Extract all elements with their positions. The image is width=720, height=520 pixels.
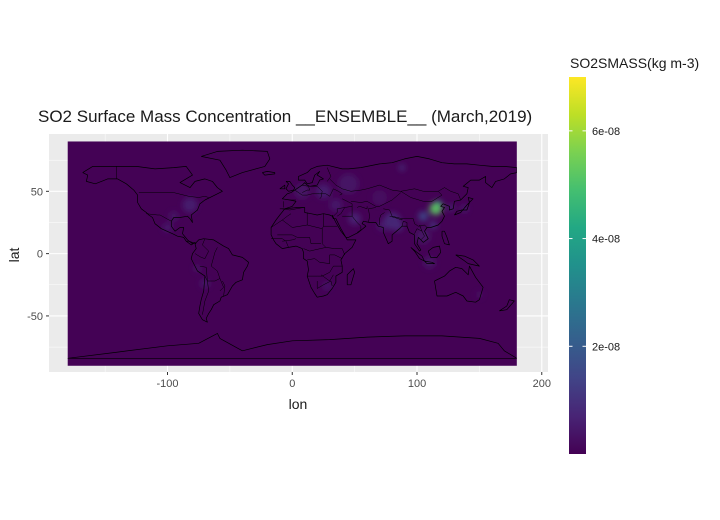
hotspot xyxy=(429,221,437,229)
legend-tick-label: 4e-08 xyxy=(592,234,620,246)
concentration-raster-background xyxy=(67,141,517,366)
country-border xyxy=(194,238,209,259)
x-tick-label: 200 xyxy=(533,378,551,390)
coastline xyxy=(270,156,517,298)
coastline xyxy=(455,254,480,267)
legend-tick-label: 2e-08 xyxy=(592,341,620,353)
country-border xyxy=(401,220,408,227)
country-border xyxy=(342,215,362,233)
coastline xyxy=(499,299,515,312)
colorbar xyxy=(569,77,586,454)
hotspot xyxy=(372,190,388,206)
coastline xyxy=(434,265,484,303)
x-tick-label: -100 xyxy=(156,378,178,390)
hotspot xyxy=(323,282,331,290)
y-tick-label: 0 xyxy=(37,249,43,261)
y-axis: -50 0 50 xyxy=(27,186,49,323)
hotspot xyxy=(418,211,429,222)
country-border xyxy=(342,198,353,207)
country-border xyxy=(337,207,345,217)
coastline xyxy=(441,230,450,246)
y-tick-label: 50 xyxy=(31,186,43,198)
country-border xyxy=(303,247,326,252)
plot-panel xyxy=(49,134,548,372)
coastline xyxy=(82,166,223,246)
coastline xyxy=(262,171,276,176)
hotspot xyxy=(429,202,442,215)
hotspot xyxy=(338,173,359,194)
country-border xyxy=(326,167,332,182)
coastline xyxy=(201,149,271,178)
country-border xyxy=(368,207,376,223)
country-border xyxy=(202,275,209,315)
hotspot xyxy=(168,211,179,222)
country-border xyxy=(389,215,403,221)
country-border xyxy=(307,265,343,277)
country-border xyxy=(414,228,423,234)
country-border xyxy=(302,184,310,193)
country-border xyxy=(146,213,172,222)
x-axis: -100 0 100 200 xyxy=(156,372,551,390)
hotspot xyxy=(162,222,173,233)
country-border xyxy=(356,206,368,210)
coastline xyxy=(67,333,517,359)
hotspot xyxy=(329,198,343,212)
hotspot xyxy=(393,221,404,232)
hotspot xyxy=(182,197,198,213)
coastline xyxy=(285,181,296,192)
country-border xyxy=(222,280,226,297)
country-border xyxy=(309,186,323,199)
country-border xyxy=(350,192,401,207)
country-border xyxy=(138,192,209,198)
country-border xyxy=(282,207,304,211)
country-outlines xyxy=(67,149,517,359)
country-border xyxy=(294,189,330,197)
country-border xyxy=(307,254,343,264)
country-border xyxy=(282,213,292,221)
colorbar-legend: SO2SMASS(kg m-3) 2e-08 4e-08 6e-08 xyxy=(569,55,699,454)
country-border xyxy=(383,208,428,228)
x-axis-title: lon xyxy=(289,396,308,412)
x-tick-label: 0 xyxy=(289,378,295,390)
hotspot xyxy=(398,164,406,171)
legend-ticks: 2e-08 4e-08 6e-08 xyxy=(569,126,620,353)
y-tick-label: -50 xyxy=(27,311,43,323)
country-border xyxy=(210,247,224,292)
hotspot xyxy=(315,183,331,199)
coastline xyxy=(279,184,286,190)
coastline xyxy=(427,245,442,258)
country-border xyxy=(400,191,443,202)
x-tick-label: 100 xyxy=(408,378,426,390)
hotspot xyxy=(415,228,431,244)
country-border xyxy=(321,228,345,255)
coastline xyxy=(186,240,197,245)
country-border xyxy=(329,178,401,192)
country-border xyxy=(400,187,461,201)
coastline xyxy=(190,238,249,323)
country-border xyxy=(379,212,385,225)
country-border xyxy=(419,224,425,241)
country-border xyxy=(320,274,334,282)
country-border xyxy=(316,280,333,289)
country-border xyxy=(271,238,289,248)
country-border xyxy=(329,188,343,197)
y-axis-title: lat xyxy=(6,248,22,263)
country-border xyxy=(336,206,353,213)
hotspot xyxy=(348,212,361,225)
chart-title: SO2 Surface Mass Concentration __ENSEMBL… xyxy=(38,107,532,126)
legend-title: SO2SMASS(kg m-3) xyxy=(570,55,699,71)
country-border xyxy=(333,212,338,217)
hotspot xyxy=(423,256,436,269)
coastline xyxy=(424,260,435,264)
country-border xyxy=(277,234,321,244)
coastline xyxy=(454,197,474,216)
coastline xyxy=(346,268,355,286)
country-border xyxy=(270,219,338,229)
legend-tick-label: 6e-08 xyxy=(592,126,620,138)
